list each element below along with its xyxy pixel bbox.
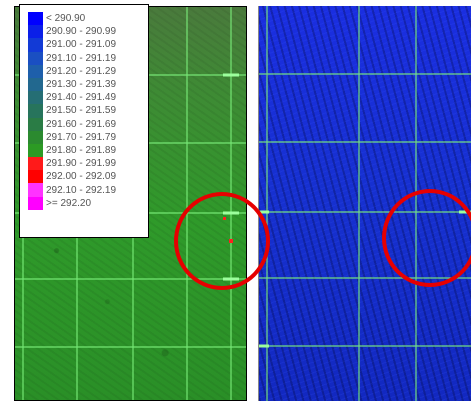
legend-label: 291.50 - 291.59 — [46, 105, 117, 117]
legend-row: 291.30 - 291.39 — [28, 77, 148, 92]
legend-label: 291.70 - 291.79 — [46, 131, 117, 143]
legend-swatch — [28, 157, 43, 171]
legend-label: 291.00 - 291.09 — [46, 39, 117, 51]
legend-swatch — [28, 91, 43, 105]
elevation-legend: < 290.90 290.90 - 290.99 291.00 - 291.09 29… — [19, 4, 149, 238]
right-grid — [259, 6, 471, 401]
legend-row: < 290.90 — [28, 12, 148, 26]
legend-label: 291.10 - 291.19 — [46, 52, 117, 64]
legend-label: 291.90 - 291.99 — [46, 158, 117, 170]
highlight-circle-left — [174, 192, 270, 290]
legend-label: 292.00 - 292.09 — [46, 171, 117, 183]
legend-swatch — [28, 77, 43, 92]
legend-label: 292.10 - 292.19 — [46, 184, 117, 196]
legend-label: 291.30 - 291.39 — [46, 79, 117, 91]
legend-label: >= 292.20 — [46, 197, 92, 209]
legend-swatch — [28, 117, 43, 131]
legend-row: 291.60 - 291.69 — [28, 117, 148, 131]
legend-swatch — [28, 38, 43, 52]
legend-swatch — [28, 196, 43, 210]
legend-row: 292.00 - 292.09 — [28, 170, 148, 184]
legend-label: < 290.90 — [46, 13, 86, 25]
legend-swatch — [28, 130, 43, 144]
legend-swatch — [28, 170, 43, 184]
legend-row: 291.90 - 291.99 — [28, 157, 148, 171]
legend-swatch — [28, 183, 43, 197]
legend-swatch — [28, 25, 43, 39]
legend-swatch — [28, 104, 43, 118]
legend-swatch — [28, 64, 43, 78]
legend-row: 291.50 - 291.59 — [28, 104, 148, 118]
legend-row: 291.20 - 291.29 — [28, 64, 148, 78]
legend-label: 291.60 - 291.69 — [46, 118, 117, 130]
legend-label: 291.40 - 291.49 — [46, 92, 117, 104]
legend-swatch — [28, 51, 43, 65]
legend-swatch — [28, 143, 43, 158]
highlight-circle-right — [382, 189, 471, 287]
legend-row: 291.80 - 291.89 — [28, 143, 148, 158]
legend-swatch — [28, 12, 43, 26]
legend-label: 290.90 - 290.99 — [46, 26, 117, 38]
legend-row: 291.10 - 291.19 — [28, 51, 148, 65]
legend-row: >= 292.20 — [28, 196, 148, 210]
legend-row: 290.90 - 290.99 — [28, 25, 148, 39]
legend-label: 291.80 - 291.89 — [46, 144, 117, 156]
legend-row: 292.10 - 292.19 — [28, 183, 148, 197]
legend-row: 291.40 - 291.49 — [28, 91, 148, 105]
legend-label: 291.20 - 291.29 — [46, 65, 117, 77]
legend-row: 291.70 - 291.79 — [28, 130, 148, 144]
legend-row: 291.00 - 291.09 — [28, 38, 148, 52]
